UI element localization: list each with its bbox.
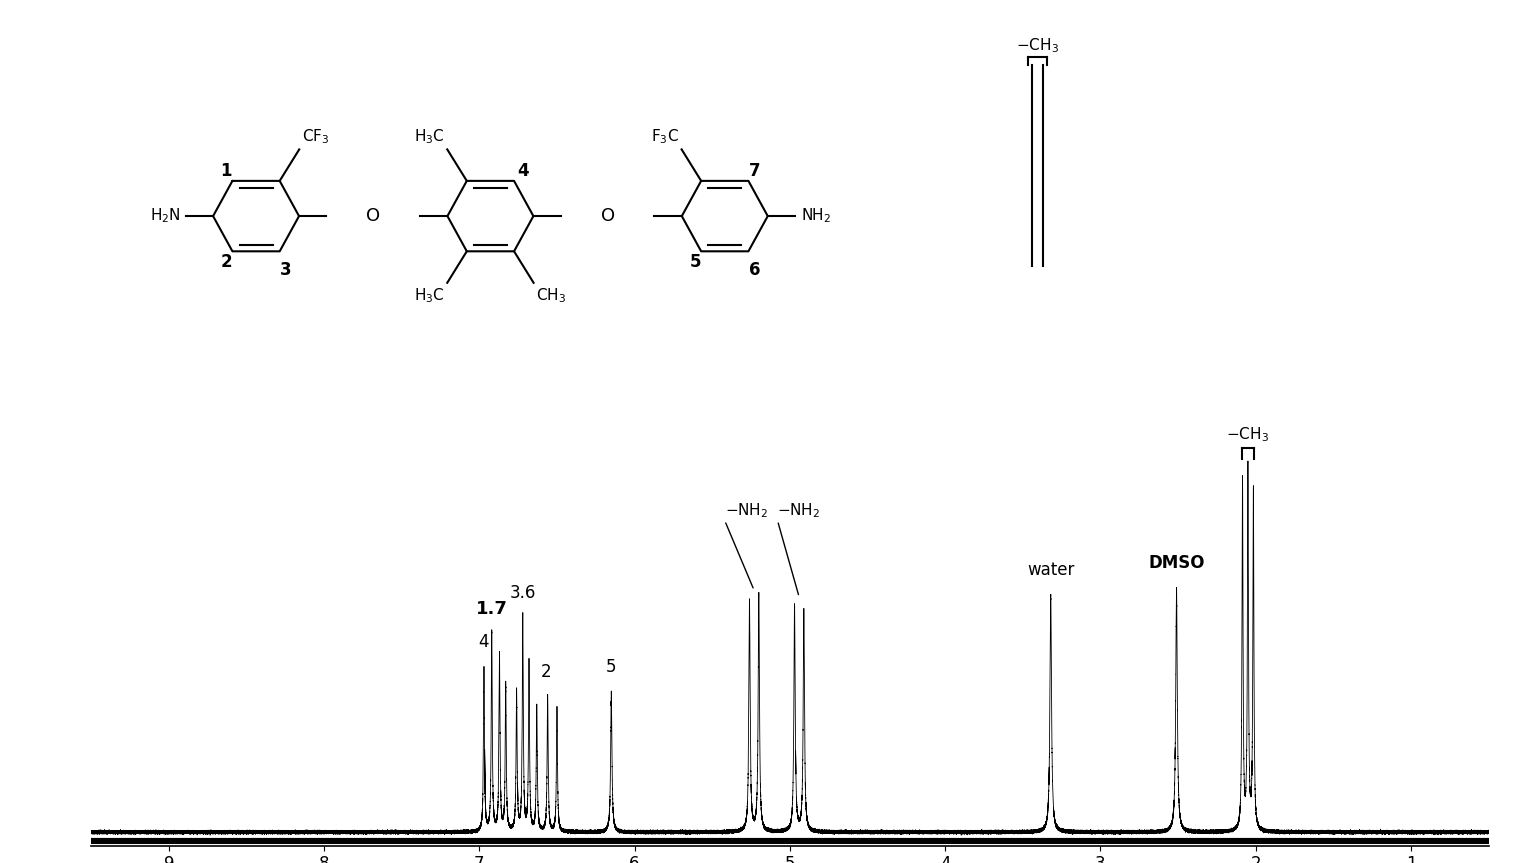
Text: 1.7: 1.7	[475, 600, 507, 618]
Text: CF$_3$: CF$_3$	[302, 128, 330, 146]
Text: 7: 7	[749, 161, 761, 180]
Text: 5: 5	[690, 253, 700, 271]
Text: H$_3$C: H$_3$C	[415, 287, 445, 305]
Text: 6: 6	[749, 261, 760, 279]
Text: 4: 4	[478, 633, 489, 652]
Text: 2: 2	[220, 253, 232, 271]
Text: 3: 3	[279, 261, 292, 279]
Text: $-$CH$_3$: $-$CH$_3$	[1226, 425, 1270, 444]
Text: H$_3$C: H$_3$C	[415, 128, 445, 146]
Text: 4: 4	[518, 161, 529, 180]
Text: 3.6: 3.6	[509, 583, 536, 602]
Text: O: O	[366, 207, 380, 225]
Text: $-$NH$_2$: $-$NH$_2$	[778, 501, 820, 520]
Text: NH$_2$: NH$_2$	[801, 207, 831, 225]
Text: $-$CH$_3$: $-$CH$_3$	[1016, 36, 1059, 54]
Text: $-$NH$_2$: $-$NH$_2$	[725, 501, 767, 520]
Text: water: water	[1027, 561, 1074, 579]
Text: 5: 5	[606, 658, 617, 677]
Text: O: O	[600, 207, 615, 225]
Text: F$_3$C: F$_3$C	[652, 128, 679, 146]
Text: 1: 1	[220, 161, 232, 180]
Text: 2: 2	[541, 663, 551, 681]
Text: H$_2$N: H$_2$N	[149, 207, 181, 225]
Text: CH$_3$: CH$_3$	[536, 287, 567, 305]
Text: DMSO: DMSO	[1148, 554, 1205, 572]
